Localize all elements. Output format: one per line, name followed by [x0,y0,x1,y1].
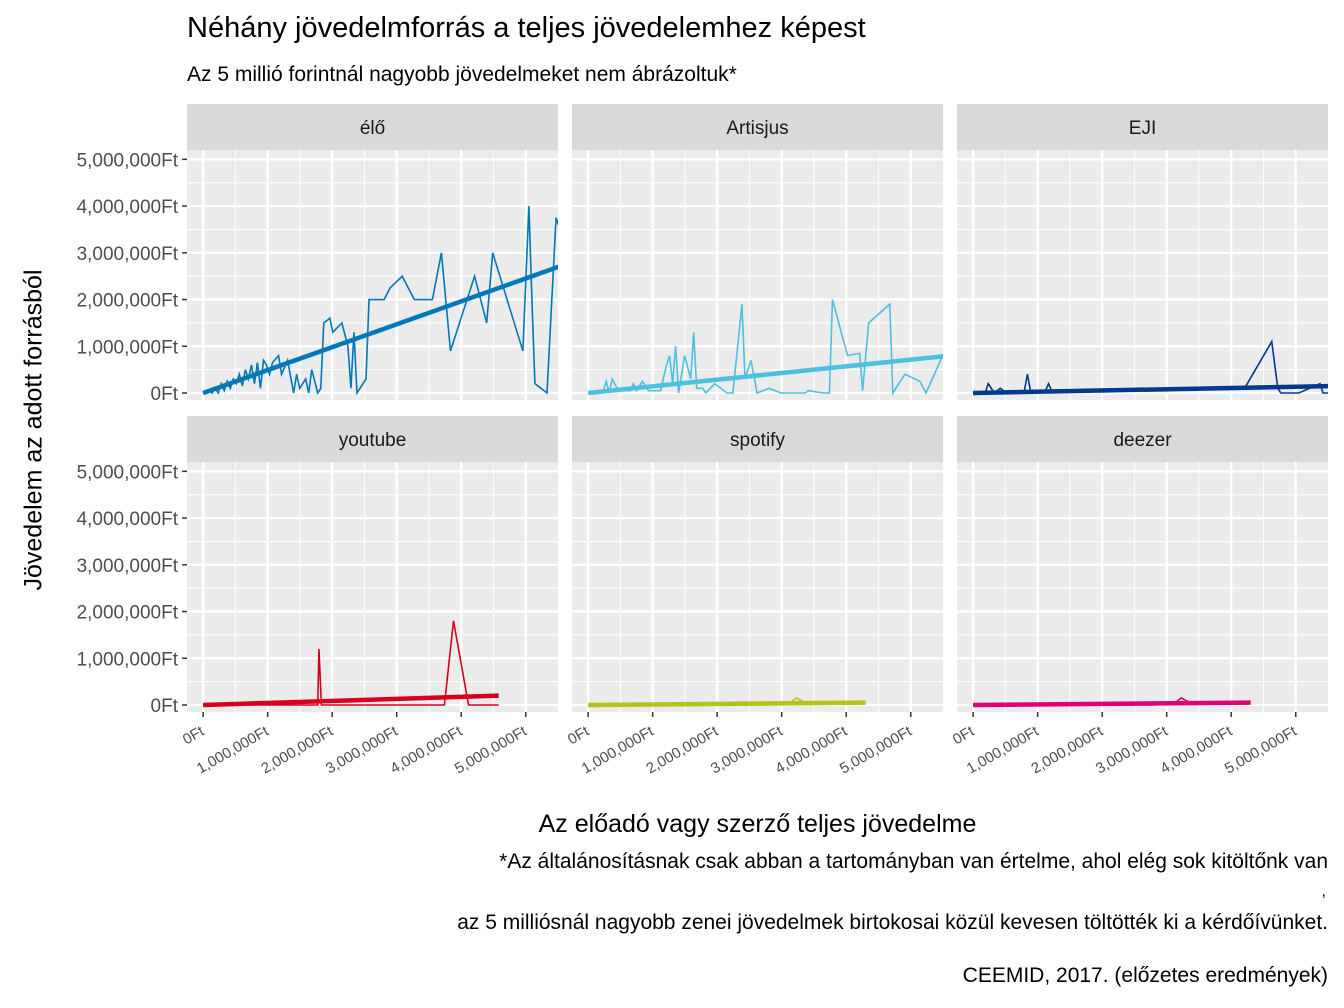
y-tick-label: 0Ft [151,384,179,405]
x-tick-label: 3,000,000Ft [1093,722,1172,777]
trend-line-2 [973,383,1328,396]
panel-background [957,150,1328,400]
x-tick-label: 2,000,000Ft [258,722,337,777]
y-tick-label: 2,000,000Ft [77,291,179,312]
y-tick-label: 2,000,000Ft [77,603,179,624]
y-axis-title: Jövedelem az adott forrásból [19,269,48,591]
y-tick-label: 1,000,000Ft [77,337,179,358]
x-tick-label: 0Ft [950,722,978,748]
chart-subtitle: Az 5 millió forintnál nagyobb jövedelmek… [187,63,737,86]
facet-label: deezer [1113,430,1172,451]
facet-label: EJI [1129,118,1156,139]
facet-strip [572,416,943,462]
chart-title: Néhány jövedelmforrás a teljes jövedelem… [187,12,866,44]
x-tick-label: 5,000,000Ft [452,722,531,777]
facet-label: spotify [730,430,785,451]
x-tick-label: 0Ft [565,722,593,748]
x-tick-label: 0Ft [180,722,208,748]
caption-source: CEEMID, 2017. (előzetes eredmények) [962,964,1328,987]
x-tick-label: 4,000,000Ft [772,722,851,777]
trend-line-1 [587,354,943,396]
x-tick-label: 1,000,000Ft [194,722,273,777]
facet-strip [957,104,1328,150]
facet-strip [187,104,558,150]
x-axis-title: Az előadó vagy szerző teljes jövedelme [538,810,977,838]
panel-background [572,150,943,400]
trend-line-0 [202,264,558,396]
y-tick-label: 5,000,000Ft [77,150,179,171]
y-tick-label: 4,000,000Ft [77,197,179,218]
panel-background [187,150,558,400]
x-tick-label: 2,000,000Ft [643,722,722,777]
series-line-3 [203,620,499,706]
x-tick-label: 5,000,000Ft [1222,722,1301,777]
x-tick-label: 3,000,000Ft [323,722,402,777]
caption-comma: , [1321,883,1326,900]
x-tick-label: 2,000,000Ft [1028,722,1107,777]
caption-line-1: *Az általánosításnak csak abban a tartom… [499,850,1328,873]
facet-label: Artisjus [726,118,788,139]
trend-line-4 [588,700,866,708]
panel-background [572,462,943,712]
facet-label: élő [360,118,385,139]
trend-line-3 [203,693,499,708]
y-tick-label: 3,000,000Ft [77,244,179,265]
facet-label: youtube [339,430,407,451]
y-tick-label: 3,000,000Ft [77,556,179,577]
y-tick-label: 5,000,000Ft [77,462,179,483]
x-tick-label: 4,000,000Ft [1157,722,1236,777]
x-tick-label: 3,000,000Ft [708,722,787,777]
x-tick-label: 1,000,000Ft [964,722,1043,777]
trend-line-5 [973,700,1251,708]
caption-line-2: az 5 milliósnál nagyobb zenei jövedelmek… [457,911,1328,934]
y-tick-label: 4,000,000Ft [77,509,179,530]
x-tick-label: 1,000,000Ft [579,722,658,777]
facet-strip [187,416,558,462]
x-tick-label: 5,000,000Ft [837,722,916,777]
facet-strip [957,416,1328,462]
x-tick-label: 4,000,000Ft [387,722,466,777]
y-tick-label: 0Ft [151,696,179,717]
y-tick-label: 1,000,000Ft [77,649,179,670]
panel-background [187,462,558,712]
facet-strip [572,104,943,150]
panel-background [957,462,1328,712]
